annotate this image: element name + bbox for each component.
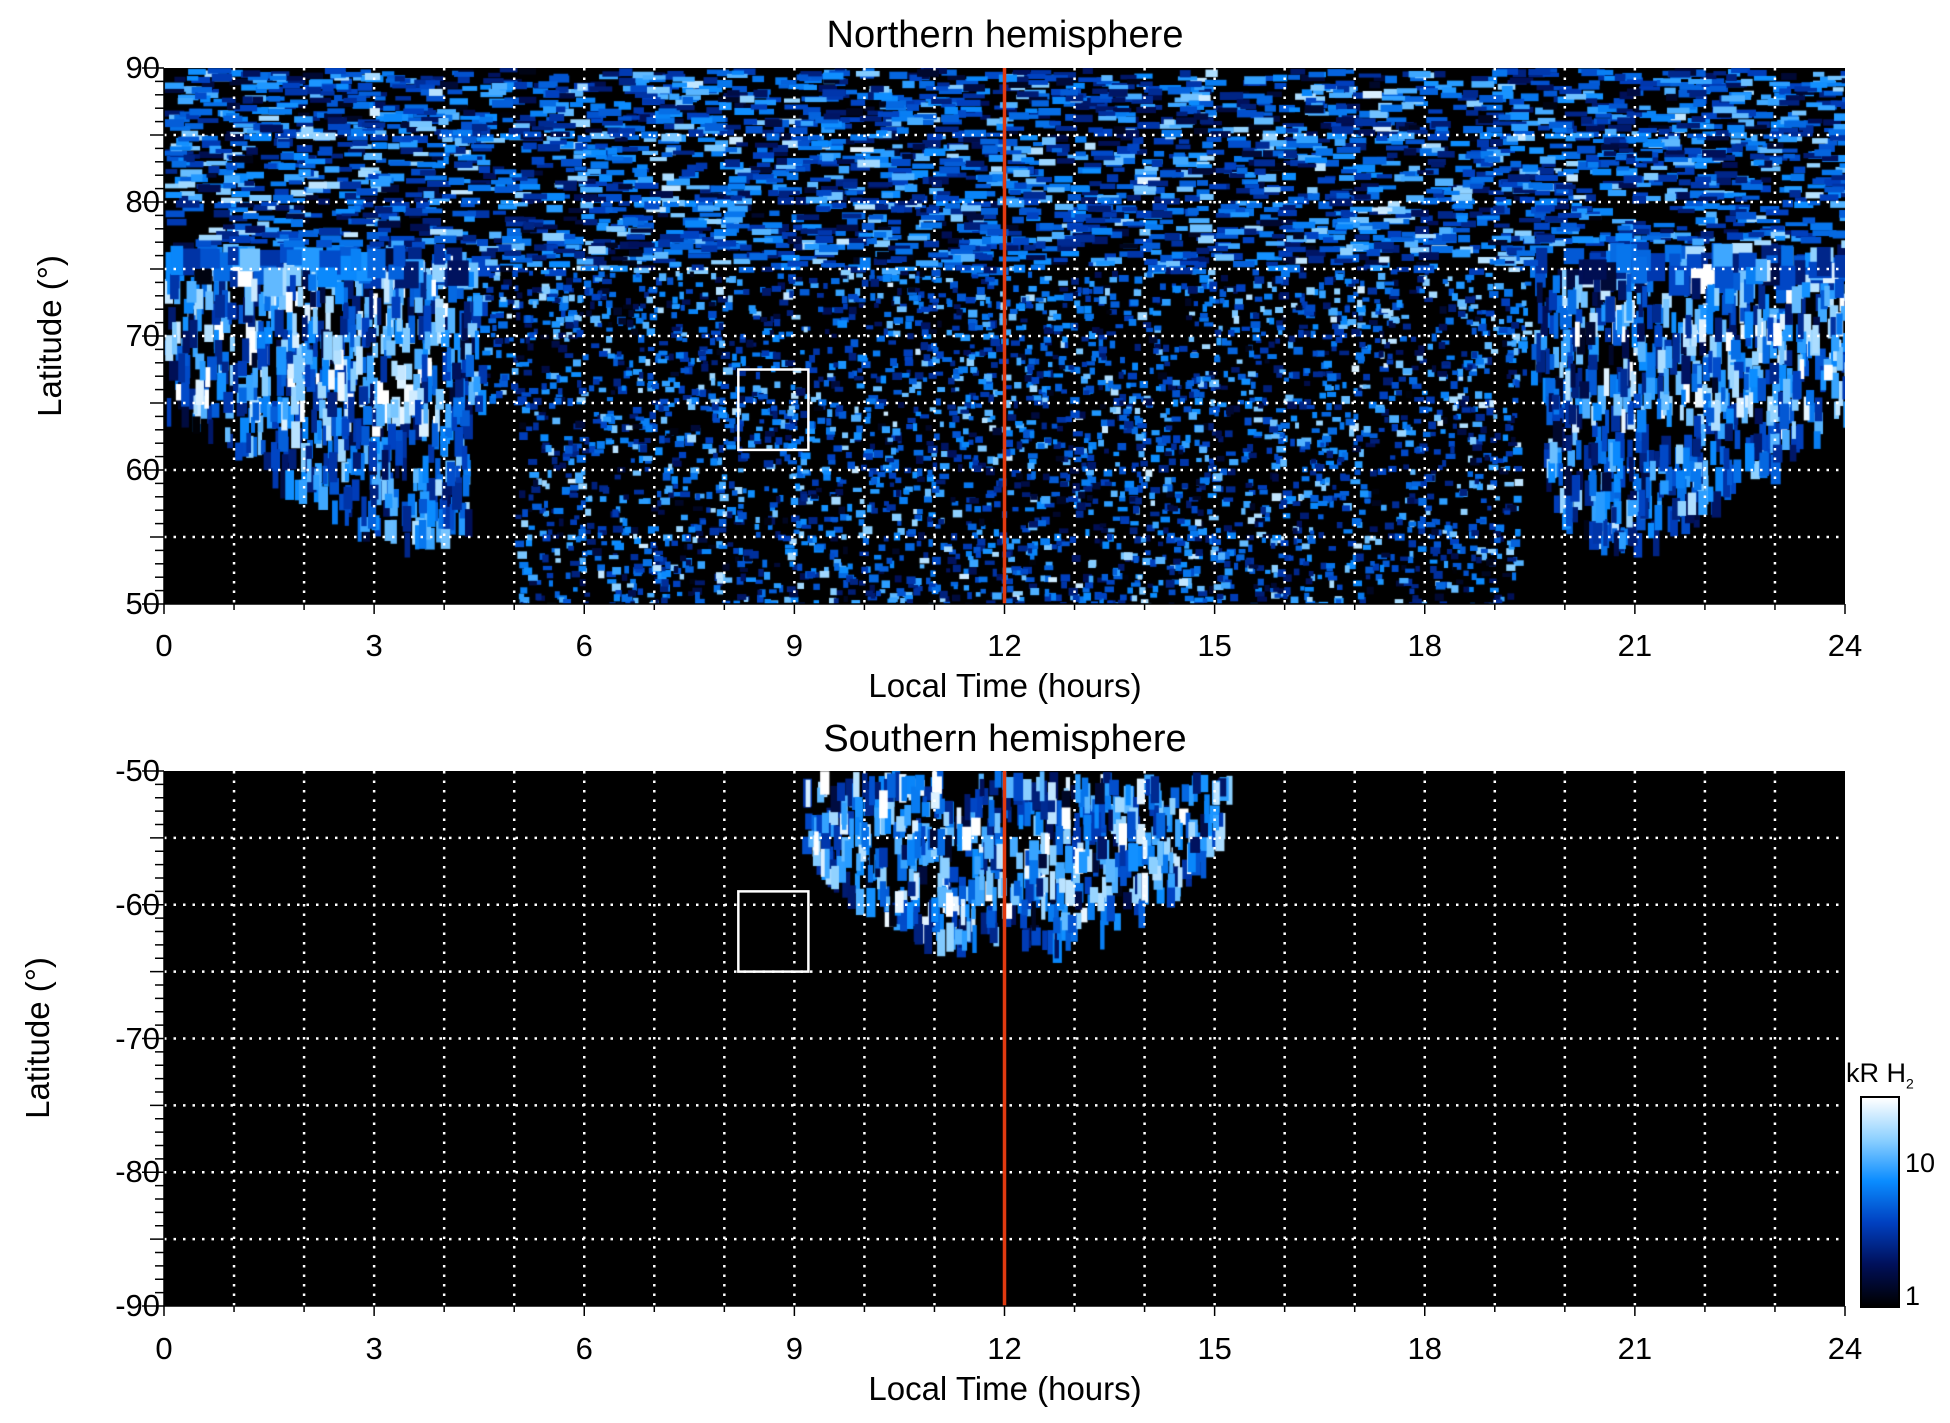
x-tick-label: 15 <box>1197 628 1232 663</box>
south-xlabel: Local Time (hours) <box>868 1370 1142 1407</box>
colorbar-label: kR H2 <box>1846 1058 1914 1091</box>
x-tick-label: 24 <box>1827 1331 1863 1366</box>
highlight-box <box>737 890 810 973</box>
x-tick-label: 0 <box>155 628 173 663</box>
x-tick-label: 3 <box>365 1331 383 1366</box>
x-tick-label: 6 <box>575 1331 593 1366</box>
x-tick-label: 18 <box>1407 628 1442 663</box>
x-tick-label: 0 <box>155 1331 173 1366</box>
x-tick-label: 21 <box>1617 1331 1653 1366</box>
x-tick-label: 12 <box>987 1331 1022 1366</box>
highlight-box <box>737 368 810 452</box>
colorbar-unit: kR H <box>1846 1058 1906 1088</box>
colorbar-tick-10: 10 <box>1905 1148 1936 1178</box>
x-tick-label: 12 <box>987 628 1022 663</box>
south-title: Southern hemisphere <box>823 718 1187 760</box>
x-tick-label: 15 <box>1197 1331 1232 1366</box>
colorbar-unit-sub: 2 <box>1906 1075 1914 1092</box>
x-tick-label: 9 <box>785 628 803 663</box>
colorbar-gradient <box>1860 1096 1900 1308</box>
north-title: Northern hemisphere <box>826 14 1184 56</box>
colorbar-tick-1: 1 <box>1905 1281 1921 1311</box>
x-tick-label: 3 <box>365 628 383 663</box>
x-tick-label: 21 <box>1617 628 1653 663</box>
x-tick-label: 9 <box>785 1331 803 1366</box>
north-xlabel: Local Time (hours) <box>868 667 1142 704</box>
x-tick-label: 24 <box>1827 628 1863 663</box>
x-tick-label: 18 <box>1407 1331 1442 1366</box>
x-tick-label: 6 <box>575 628 593 663</box>
